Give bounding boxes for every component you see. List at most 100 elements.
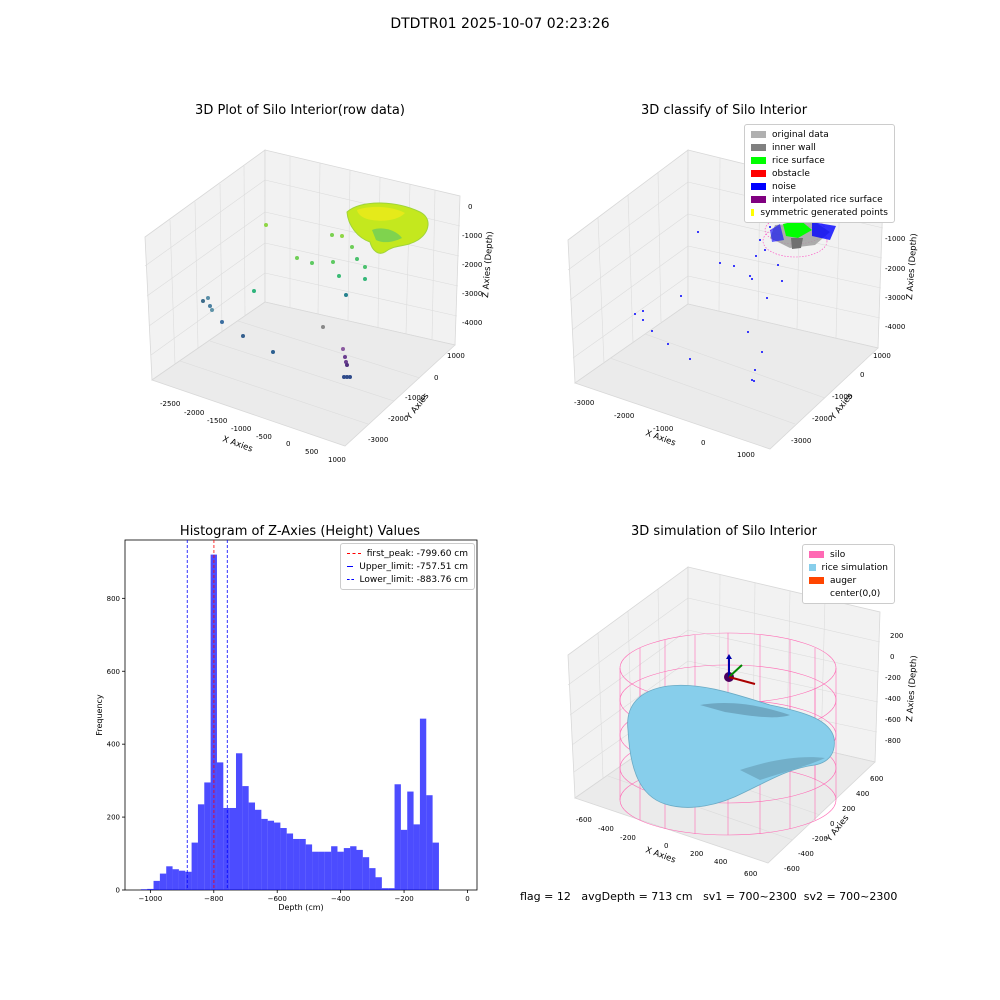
hist-bar [394,784,401,890]
p1-ztick: -4000 [462,319,482,327]
center-marker [724,654,756,685]
p2-ytick: 1000 [873,352,891,360]
p4-zlabel: Z Axies (Depth) [905,655,920,722]
p1-xtick: 500 [305,448,318,456]
legend-line [347,566,354,567]
p1-xtick: 1000 [328,456,346,464]
sv1-value: sv1 = 700~2300 [703,890,797,903]
p1-scatter-points [201,223,367,379]
p4-ztick: 0 [890,653,894,661]
hist-bar [216,762,224,890]
hist-ytick-label: 200 [107,814,120,822]
hist-bar [286,833,294,890]
p2-ztick: -3000 [885,294,905,302]
hist-xtick-label: 0 [465,895,469,903]
p2-classified-cluster [762,215,836,258]
p1-ytick: 1000 [447,352,465,360]
histogram-legend: first_peak: -799.60 cm Upper_limit: -757… [340,543,475,590]
p2-ztick: -4000 [885,323,905,331]
hist-bar [331,846,338,890]
hist-ylabel: Frequency [95,694,104,736]
figure-title: DTDTR01 2025-10-07 02:23:26 [390,16,610,32]
hist-bar [223,807,230,890]
hist-bar [242,786,249,890]
hist-bar [305,844,313,890]
p4-ytick: -200 [812,835,828,843]
hist-bar [204,782,211,890]
hist-xtick-label: −1000 [139,895,163,903]
hist-ref-lines [186,540,228,890]
p2-xtick: -3000 [574,399,594,407]
p1-xtick: -1000 [231,425,251,433]
p1-ytick: -1000 [405,394,425,402]
hist-bar [324,851,332,890]
p2-ytick: -1000 [832,393,852,401]
legend-item: first_peak: -799.60 cm [347,547,468,560]
hist-bar [280,828,287,890]
legend-item: interpolated rice surface [751,193,888,206]
p2-ytick: -2000 [812,415,832,423]
legend-line [347,553,361,554]
hist-bar [248,802,256,890]
p1-xtick: -1500 [207,417,227,425]
legend-swatch [751,183,766,190]
p1-xtick: 0 [286,440,290,448]
p4-ytick: -400 [798,850,814,858]
legend-swatch [809,551,824,558]
hist-bar [267,820,275,890]
p4-xtick: -600 [576,816,592,824]
p1-ztick: -3000 [462,290,482,298]
hist-bar [159,873,167,890]
p4-ytick: 600 [870,775,883,783]
legend-item: noise [751,180,888,193]
sv2-value: sv2 = 700~2300 [803,890,898,903]
hist-bar [381,888,389,890]
hist-xtick-label: −800 [204,895,223,903]
hist-bar [293,838,300,890]
legend-swatch [751,144,766,151]
hist-bar [356,849,363,890]
legend-item: symmetric generated points [751,206,888,219]
status-footer: flag = 12 avgDepth = 713 cm sv1 = 700~23… [520,890,897,903]
legend-swatch [809,577,824,584]
p2-ytick: -3000 [791,437,811,445]
hist-bar [413,824,420,890]
hist-bar [235,753,243,890]
legend-swatch [751,131,766,138]
hist-bar [178,870,186,890]
panel2-pane-floor [574,303,879,450]
legend-swatch [809,590,824,597]
p1-ytick: -2000 [388,415,408,423]
p4-xtick: 200 [690,850,703,858]
p4-ztick: -200 [885,674,901,682]
hist-xlabel: Depth (cm) [278,903,323,912]
hist-bar [255,809,262,890]
hist-bar [369,868,376,890]
legend-line [347,579,354,580]
hist-bar [312,851,319,890]
p2-xtick: 0 [701,439,705,447]
p1-xtick: -2500 [160,400,180,408]
legend-item: Lower_limit: -883.76 cm [347,573,468,586]
hist-bar [432,842,439,890]
legend-item: rice surface [751,154,888,167]
p4-ytick: 200 [842,805,855,813]
legend-item: original data [751,128,888,141]
hist-bar [388,888,395,890]
p2-xtick: -2000 [614,412,634,420]
hist-bar [191,842,198,890]
p4-ztick: -800 [885,737,901,745]
p4-xtick: -200 [620,834,636,842]
hist-bar [350,846,357,890]
hist-bar [197,804,205,890]
hist-bar [299,838,306,890]
p4-ylabel: Y Axies [824,813,852,845]
p2-ytick: 0 [860,371,864,379]
hist-xtick-label: −600 [268,895,287,903]
p2-ztick: -2000 [885,265,905,273]
p1-ztick: -1000 [462,232,482,240]
p4-ytick: 0 [830,820,834,828]
legend-item: auger [809,574,888,587]
hist-bar [318,851,325,890]
